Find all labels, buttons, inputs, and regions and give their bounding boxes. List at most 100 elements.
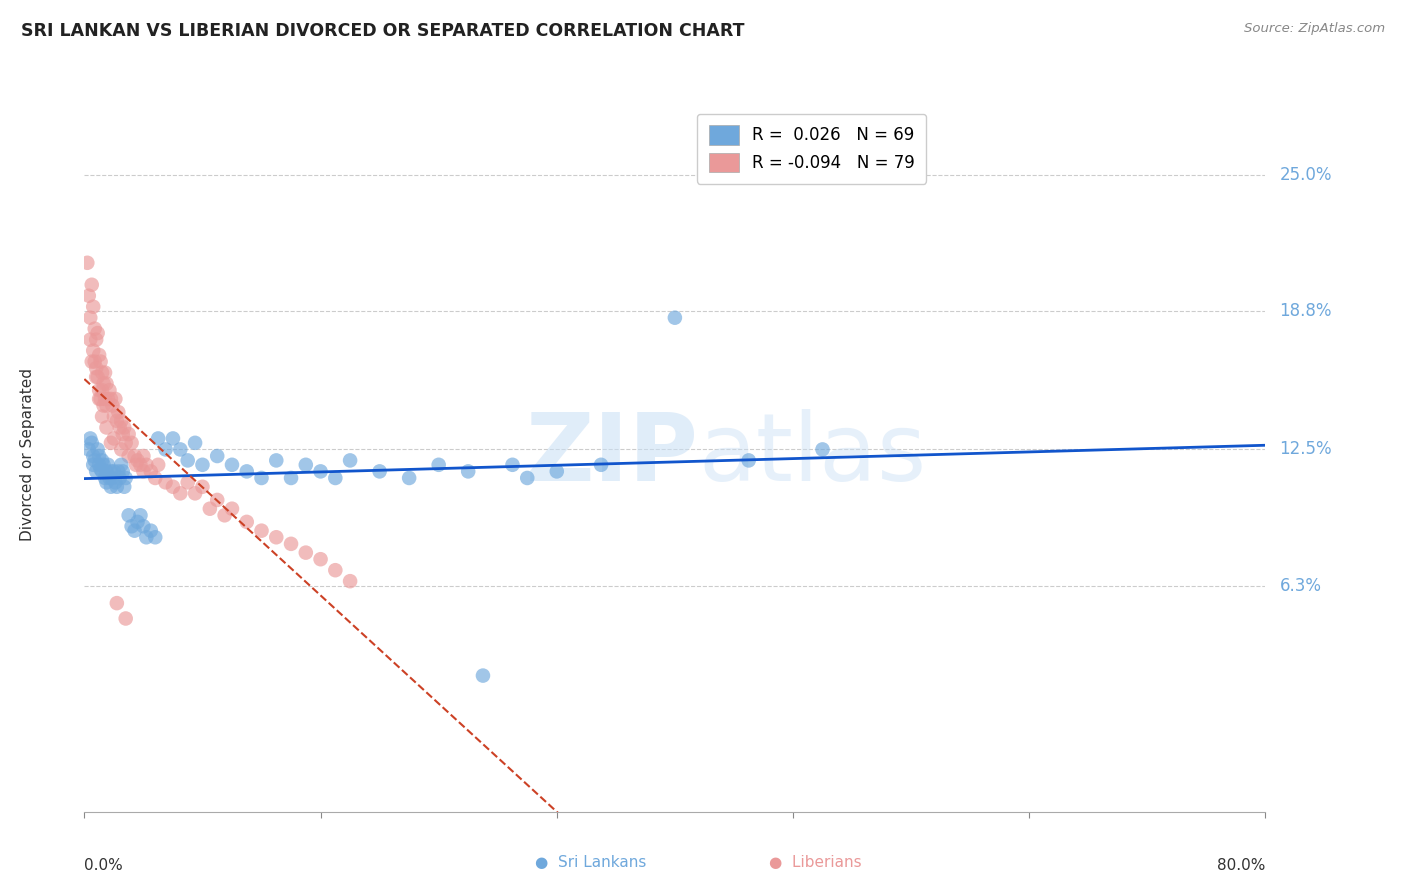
Point [591, 458, 613, 472]
Point [84, 370, 107, 384]
Text: 0.0%: 0.0% [84, 858, 124, 873]
Text: ●  Sri Lankans: ● Sri Lankans [534, 855, 647, 870]
Point [125, 458, 148, 472]
Point [129, 508, 152, 523]
Point [84, 361, 107, 376]
Point [112, 480, 135, 494]
Point [339, 574, 361, 589]
Point [91, 464, 114, 478]
Point [97, 458, 120, 472]
Point [108, 471, 131, 485]
Point [191, 458, 214, 472]
Point [162, 480, 184, 494]
Point [124, 524, 146, 538]
Point [87, 383, 111, 397]
Point [82, 458, 104, 472]
Text: 18.8%: 18.8% [1279, 302, 1331, 320]
Point [90, 462, 112, 476]
Text: 25.0%: 25.0% [1279, 166, 1331, 184]
Text: ZIP: ZIP [526, 409, 699, 501]
Point [323, 471, 347, 485]
Point [129, 458, 152, 472]
Text: atlas: atlas [699, 409, 927, 501]
Point [87, 348, 111, 362]
Point [91, 383, 114, 397]
Point [104, 392, 127, 406]
Point [111, 464, 134, 478]
Point [309, 464, 332, 478]
Text: Divorced or Separated: Divorced or Separated [20, 368, 35, 541]
Point [96, 420, 118, 434]
Point [101, 471, 124, 485]
Point [93, 458, 115, 472]
Point [100, 435, 122, 450]
Legend: R =  0.026   N = 69, R = -0.094   N = 79: R = 0.026 N = 69, R = -0.094 N = 79 [697, 113, 927, 184]
Point [191, 480, 214, 494]
Point [103, 464, 125, 478]
Point [96, 399, 118, 413]
Point [427, 458, 450, 472]
Point [457, 464, 479, 478]
Text: SRI LANKAN VS LIBERIAN DIVORCED OR SEPARATED CORRELATION CHART: SRI LANKAN VS LIBERIAN DIVORCED OR SEPAR… [21, 22, 745, 40]
Point [148, 458, 170, 472]
Point [472, 668, 495, 682]
Point [94, 366, 117, 380]
Point [264, 453, 288, 467]
Point [143, 471, 166, 485]
Point [214, 508, 236, 523]
Point [79, 432, 101, 446]
Point [309, 552, 332, 566]
Point [82, 449, 104, 463]
Point [76, 256, 98, 270]
Point [339, 453, 361, 467]
Point [169, 442, 191, 457]
Point [103, 409, 125, 424]
Point [105, 480, 128, 494]
Point [98, 383, 121, 397]
Point [83, 354, 105, 368]
Point [94, 471, 117, 485]
Point [118, 508, 141, 523]
Point [127, 453, 149, 467]
Point [205, 492, 228, 507]
Point [121, 435, 143, 450]
Point [811, 442, 834, 457]
Point [250, 471, 273, 485]
Point [250, 524, 273, 538]
Point [177, 475, 200, 490]
Point [110, 458, 132, 472]
Point [664, 310, 686, 325]
Point [87, 458, 111, 472]
Point [184, 486, 207, 500]
Point [82, 343, 104, 358]
Point [96, 376, 118, 391]
Point [221, 458, 243, 472]
Point [280, 471, 302, 485]
Point [127, 515, 149, 529]
Point [135, 458, 157, 472]
Point [86, 442, 108, 457]
Point [143, 530, 166, 544]
Point [93, 399, 115, 413]
Point [124, 449, 146, 463]
Point [132, 519, 155, 533]
Point [162, 432, 184, 446]
Point [100, 480, 122, 494]
Point [83, 453, 105, 467]
Point [368, 464, 391, 478]
Point [84, 333, 107, 347]
Point [80, 435, 103, 450]
Point [546, 464, 568, 478]
Point [100, 464, 122, 478]
Point [94, 392, 117, 406]
Point [501, 458, 523, 472]
Point [235, 464, 259, 478]
Point [295, 546, 318, 560]
Point [91, 453, 114, 467]
Point [323, 563, 347, 577]
Point [112, 420, 135, 434]
Point [221, 501, 243, 516]
Point [135, 530, 157, 544]
Point [96, 464, 118, 478]
Point [114, 611, 136, 625]
